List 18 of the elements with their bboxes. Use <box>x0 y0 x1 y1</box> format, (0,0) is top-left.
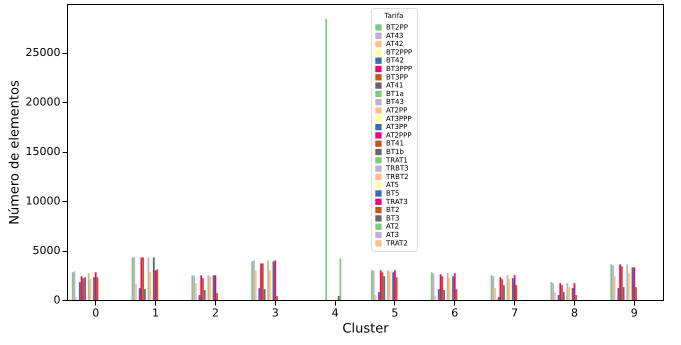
x-tick-label: 1 <box>152 306 160 320</box>
x-tick-label: 3 <box>272 306 279 320</box>
x-tick-label: 9 <box>630 306 638 320</box>
x-axis-title: Cluster <box>342 322 390 336</box>
x-tick-label: 0 <box>92 306 100 320</box>
y-tick-label: 10000 <box>26 194 60 208</box>
y-tick-label: 25000 <box>26 46 60 60</box>
y-tick-label: 5000 <box>32 244 60 257</box>
x-tick-label: 6 <box>451 306 458 320</box>
y-tick-label: 0 <box>54 294 60 306</box>
y-tick-label: 15000 <box>26 145 60 158</box>
x-tick-label: 7 <box>511 306 518 320</box>
x-tick-label: 2 <box>212 306 219 320</box>
x-tick-label: 4 <box>332 306 339 320</box>
x-tick-label: 8 <box>570 306 578 320</box>
x-tick-label: 5 <box>391 306 398 320</box>
y-axis-title: Número de elementos <box>8 80 23 225</box>
y-tick-label: 20000 <box>26 96 60 109</box>
